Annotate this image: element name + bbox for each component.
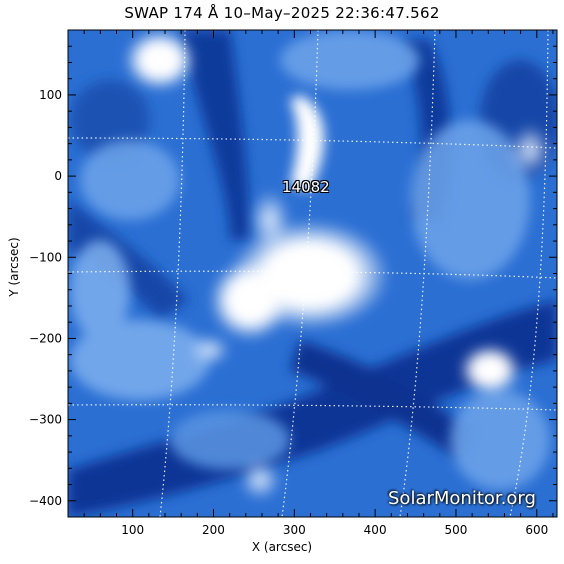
x-tick-label: 500 (445, 523, 468, 537)
y-tick-label: −400 (29, 494, 62, 508)
y-axis-label: Y (arcsec) (7, 237, 21, 297)
x-tick-label: 300 (283, 523, 306, 537)
x-axis-label: X (arcsec) (251, 540, 313, 554)
y-tick-label: −100 (29, 250, 62, 264)
x-tick-label: 200 (202, 523, 225, 537)
image-title: SWAP 174 Å 10–May–2025 22:36:47.562 (124, 4, 440, 22)
x-tick-label: 400 (364, 523, 387, 537)
watermark: SolarMonitor.org (388, 488, 536, 509)
active-region-label: 14082 (282, 178, 330, 196)
y-tick-label: 100 (39, 88, 62, 102)
euv-image (68, 30, 557, 517)
x-tick-label: 600 (525, 523, 548, 537)
y-tick-label: −300 (29, 413, 62, 427)
y-tick-label: −200 (29, 331, 62, 345)
y-tick-label: 0 (54, 169, 62, 183)
x-tick-label: 100 (121, 523, 144, 537)
